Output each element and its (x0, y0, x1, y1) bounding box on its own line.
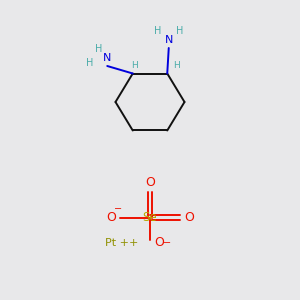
Text: N: N (165, 34, 173, 45)
Text: Pt ++: Pt ++ (105, 238, 138, 248)
Text: N: N (103, 52, 111, 63)
Text: H: H (131, 61, 138, 70)
Text: H: H (173, 61, 180, 70)
Text: O: O (154, 236, 164, 250)
Text: −: − (163, 238, 172, 248)
Text: H: H (154, 26, 161, 37)
Text: O: O (145, 176, 155, 190)
Text: O: O (106, 211, 116, 224)
Text: H: H (94, 44, 102, 55)
Polygon shape (116, 74, 184, 130)
Text: −: − (114, 204, 123, 214)
Text: Se: Se (143, 211, 157, 224)
Text: O: O (184, 211, 194, 224)
Text: H: H (85, 58, 93, 68)
Text: H: H (176, 26, 184, 37)
